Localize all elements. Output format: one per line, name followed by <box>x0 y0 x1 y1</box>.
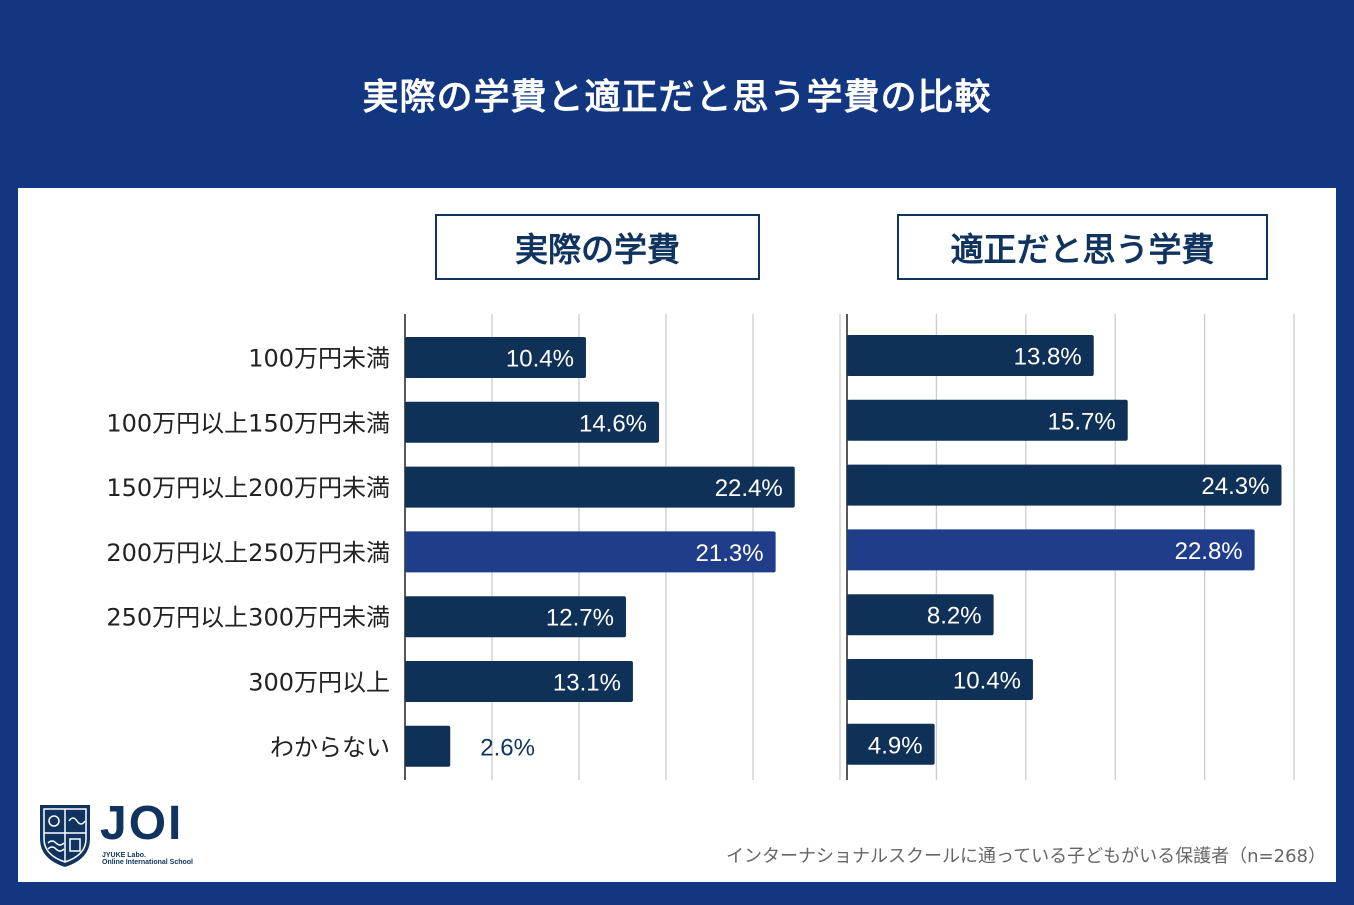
category-label: 150万円以上200万円未満 <box>106 474 390 502</box>
category-label: 100万円未満 <box>248 345 390 373</box>
bar-charts: 10.4% 100万円未満 14.6% 100万円以上150万円未満 22.4% 150万… <box>106 314 1295 780</box>
left-bar <box>405 596 626 638</box>
right-value-label: 4.9% <box>868 732 923 759</box>
left-chart-title: 実際の学費 <box>435 214 760 280</box>
left-value-label: 13.1% <box>553 670 621 697</box>
left-bar <box>405 725 451 767</box>
left-value-label: 14.6% <box>579 410 647 437</box>
right-bar <box>847 399 1128 441</box>
logo-subtitle-1: JYUKE Labo. <box>102 852 146 859</box>
right-bar <box>847 723 935 765</box>
right-chart-title: 適正だと思う学費 <box>897 214 1268 280</box>
sample-footnote: インターナショナルスクールに通っている子どもがいる保護者（n=268） <box>726 846 1326 867</box>
right-value-label: 15.7% <box>1048 408 1116 435</box>
logo-text: JOI <box>100 797 184 850</box>
left-bar <box>405 531 776 573</box>
left-value-label: 10.4% <box>506 346 574 373</box>
left-value-label: 12.7% <box>546 605 614 632</box>
category-label: 250万円以上300万円未満 <box>106 604 390 632</box>
category-label: 300万円以上 <box>248 669 390 697</box>
category-label: 200万円以上250万円未満 <box>106 539 390 567</box>
joi-logo-icon <box>40 805 90 867</box>
category-label: 100万円以上150万円未満 <box>106 409 390 437</box>
right-value-label: 8.2% <box>927 603 982 630</box>
right-value-label: 24.3% <box>1201 473 1269 500</box>
right-value-label: 10.4% <box>953 668 1021 695</box>
right-value-label: 22.8% <box>1175 538 1243 565</box>
right-value-label: 13.8% <box>1014 344 1082 371</box>
category-label: わからない <box>270 733 390 761</box>
chart-panel: 実際の学費 適正だと思う学費 10.4% 100万円未満 14.6% 100万円以上1… <box>18 188 1336 882</box>
left-bar <box>405 337 586 378</box>
left-bar <box>405 466 795 508</box>
right-bar <box>847 594 994 636</box>
left-value-label: 22.4% <box>715 475 783 502</box>
page-title: 実際の学費と適正だと思う学費の比較 <box>362 77 992 118</box>
right-bar <box>847 464 1282 506</box>
right-bar <box>847 529 1255 571</box>
logo-subtitle-2: Online International School <box>102 859 194 866</box>
right-bar <box>847 335 1094 376</box>
right-bar <box>847 659 1033 700</box>
left-value-label: 2.6% <box>480 734 535 761</box>
left-bar <box>405 661 633 702</box>
left-value-label: 21.3% <box>696 540 764 567</box>
left-bar <box>405 401 660 443</box>
